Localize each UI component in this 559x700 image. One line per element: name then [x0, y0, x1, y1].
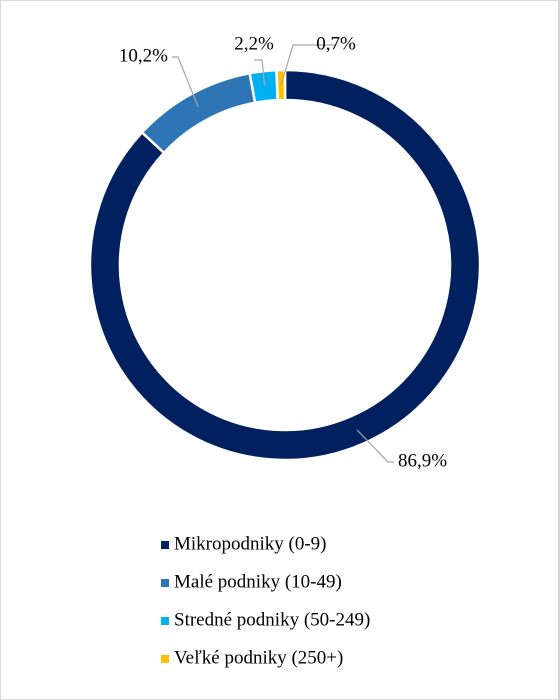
leader-line: [280, 44, 336, 86]
leader-line: [356, 429, 394, 463]
legend-swatch: [161, 579, 169, 587]
leader-line: [172, 56, 199, 108]
legend-swatch: [161, 617, 169, 625]
legend-swatch: [161, 541, 169, 549]
legend-swatch: [161, 655, 169, 663]
data-label: 2,2%: [234, 33, 274, 54]
legend-label: Mikropodniky (0-9): [174, 533, 327, 554]
legend-label: Veľké podniky (250+): [174, 647, 343, 668]
legend-label: Stredné podniky (50-249): [174, 609, 370, 630]
legend-label: Malé podniky (10-49): [174, 571, 342, 592]
donut-slice: [88, 68, 482, 462]
data-label: 0,7%: [316, 33, 356, 54]
data-label: 86,9%: [398, 450, 447, 471]
leader-line: [254, 59, 266, 87]
data-label: 10,2%: [119, 45, 168, 66]
